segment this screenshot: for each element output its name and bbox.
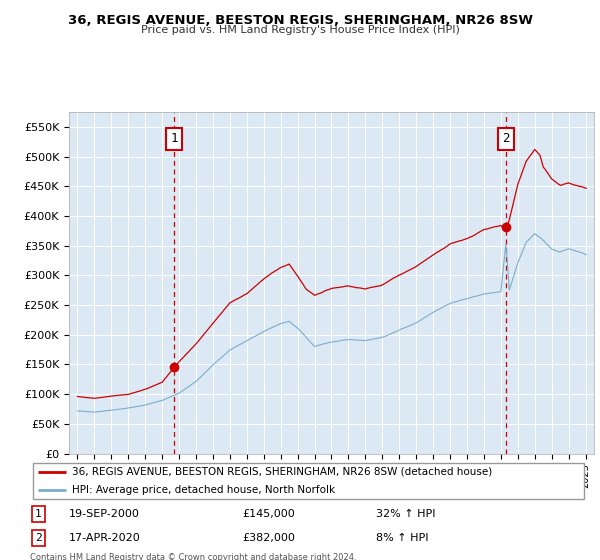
Text: £145,000: £145,000 [242,509,295,519]
Text: 2: 2 [35,533,42,543]
Text: 8% ↑ HPI: 8% ↑ HPI [376,533,428,543]
Text: 1: 1 [35,509,42,519]
Text: HPI: Average price, detached house, North Norfolk: HPI: Average price, detached house, Nort… [72,486,335,495]
Text: £382,000: £382,000 [242,533,295,543]
Text: Contains HM Land Registry data © Crown copyright and database right 2024.
This d: Contains HM Land Registry data © Crown c… [30,553,356,560]
Text: 36, REGIS AVENUE, BEESTON REGIS, SHERINGHAM, NR26 8SW: 36, REGIS AVENUE, BEESTON REGIS, SHERING… [67,14,533,27]
FancyBboxPatch shape [33,463,584,499]
Text: 2: 2 [502,132,509,145]
Text: 36, REGIS AVENUE, BEESTON REGIS, SHERINGHAM, NR26 8SW (detached house): 36, REGIS AVENUE, BEESTON REGIS, SHERING… [72,467,492,477]
Text: 1: 1 [170,132,178,145]
Text: 19-SEP-2000: 19-SEP-2000 [69,509,140,519]
Text: 17-APR-2020: 17-APR-2020 [69,533,141,543]
Text: 32% ↑ HPI: 32% ↑ HPI [376,509,436,519]
Text: Price paid vs. HM Land Registry's House Price Index (HPI): Price paid vs. HM Land Registry's House … [140,25,460,35]
